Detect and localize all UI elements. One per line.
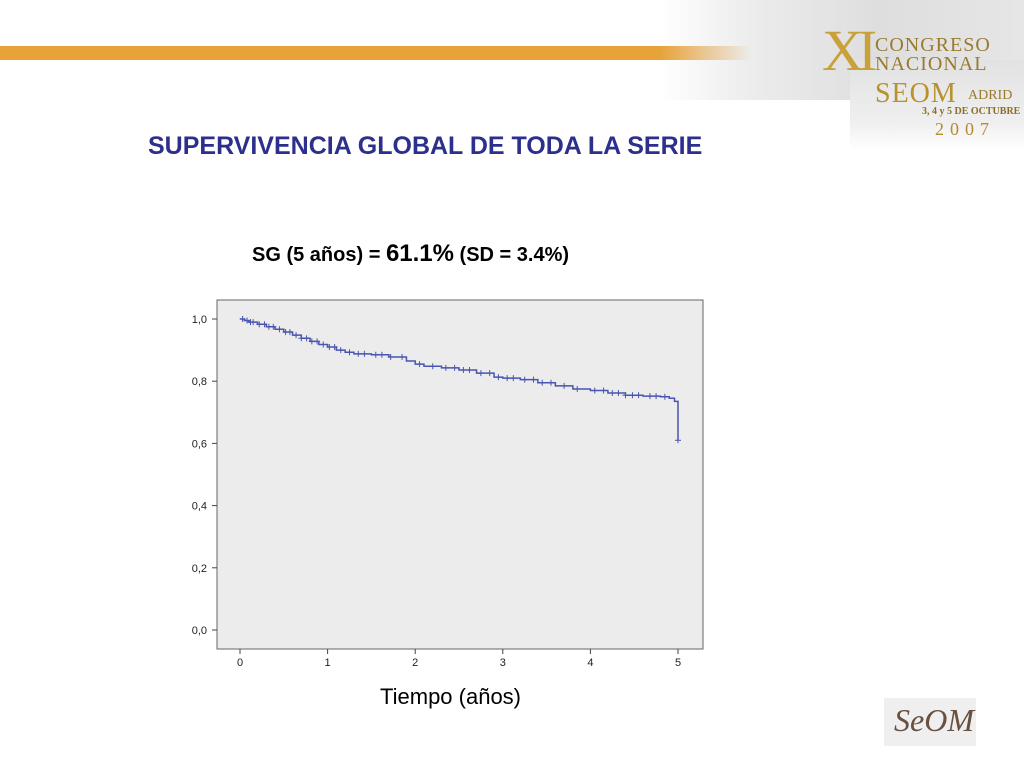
y-tick-label: 0,8	[192, 376, 207, 388]
congress-city-label: ADRID	[968, 88, 1013, 103]
y-tick-label: 0,4	[192, 501, 207, 513]
seom-logo: SeOM	[884, 698, 976, 746]
congress-seom-label: SEOM	[875, 78, 957, 109]
survival-rate-value: 61.1%	[385, 240, 454, 267]
survival-chart: 0,0 0,2 0,4 0,6 0,8 1,0 0 1 2 3 4 5	[192, 299, 704, 669]
survival-summary-sd: (SD = 3.4%)	[454, 244, 570, 266]
congress-national-label: NACIONAL	[875, 53, 988, 75]
seom-logo-text: SeOM	[894, 702, 974, 738]
x-tick-label: 3	[500, 657, 506, 669]
y-tick-label: 0,2	[192, 563, 207, 575]
survival-summary-prefix: SG (5 años) =	[252, 244, 386, 266]
congress-year: 2007	[935, 119, 995, 139]
y-tick-label: 0,6	[192, 438, 207, 450]
congress-label: CONGRESO	[875, 34, 991, 56]
slide-title: SUPERVIVENCIA GLOBAL DE TODA LA SERIE	[148, 132, 703, 160]
x-tick-label: 2	[412, 657, 418, 669]
x-tick-label: 4	[587, 657, 593, 669]
x-tick-label: 0	[237, 657, 243, 669]
x-tick-label: 5	[675, 657, 681, 669]
congress-banner-background-lower	[850, 60, 1024, 150]
congress-dates: 3, 4 y 5 DE OCTUBRE	[922, 106, 1021, 117]
plot-area	[216, 299, 704, 650]
accent-bar	[0, 46, 850, 60]
congress-numeral: XI	[822, 18, 877, 83]
x-axis-label: Tiempo (años)	[380, 684, 522, 709]
x-tick-label: 1	[325, 657, 331, 669]
y-tick-label: 0,0	[192, 625, 207, 637]
y-tick-label: 1,0	[192, 314, 207, 326]
survival-summary: SG (5 años) = 61.1% (SD = 3.4%)	[252, 240, 569, 268]
